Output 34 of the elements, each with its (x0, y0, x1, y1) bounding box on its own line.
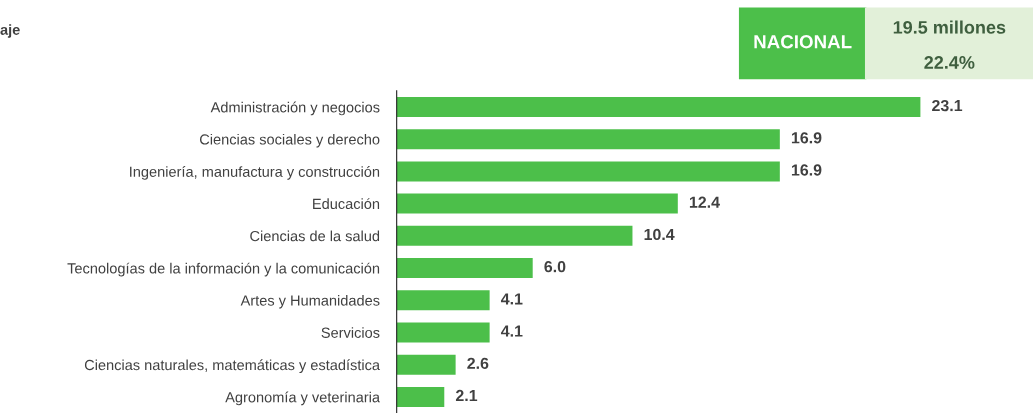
data-label: 4.1 (500, 325, 523, 337)
bar (396, 290, 490, 311)
bar (396, 322, 490, 343)
text: 19.5 millones (893, 20, 1006, 34)
bar (396, 354, 456, 375)
data-label: 2.1 (455, 389, 478, 402)
data-label: 4.1 (500, 293, 523, 305)
data-label: 6.0 (544, 261, 566, 273)
data-label: 16.9 (791, 164, 822, 176)
y-tick-label: Agronomía y veterinaria (225, 391, 381, 406)
data-label: 2.6 (467, 357, 489, 369)
y-tick-label: Ciencias de la salud (250, 230, 380, 242)
data-label: 16.9 (791, 132, 822, 144)
y-tick-label: Administración y negocios (210, 101, 380, 116)
bar (396, 258, 533, 279)
text: aje (0, 24, 20, 38)
bar (396, 129, 780, 150)
bar (396, 225, 633, 246)
data-label: 23.1 (932, 99, 963, 112)
y-tick-label: Servicios (321, 327, 380, 338)
bar (396, 386, 445, 407)
y-tick-label: Tecnologías de la información y la comunicación (67, 262, 380, 277)
text: NACIONAL (754, 35, 852, 49)
y-tick-label: Ciencias sociales y derecho (199, 133, 380, 148)
y-tick-label: Educación (313, 198, 380, 210)
y-tick-label: Artes y Humanidades (240, 294, 380, 309)
bar (396, 193, 678, 214)
text: 22.4% (924, 56, 975, 69)
y-tick-label: Ciencias naturales, matemáticas y estadística (84, 359, 381, 374)
bar (396, 96, 921, 117)
bar (396, 161, 780, 182)
y-tick-label: Ingeniería, manufactura y construcción (130, 166, 380, 180)
data-label: 10.4 (644, 228, 675, 241)
data-label: 12.4 (689, 196, 720, 208)
